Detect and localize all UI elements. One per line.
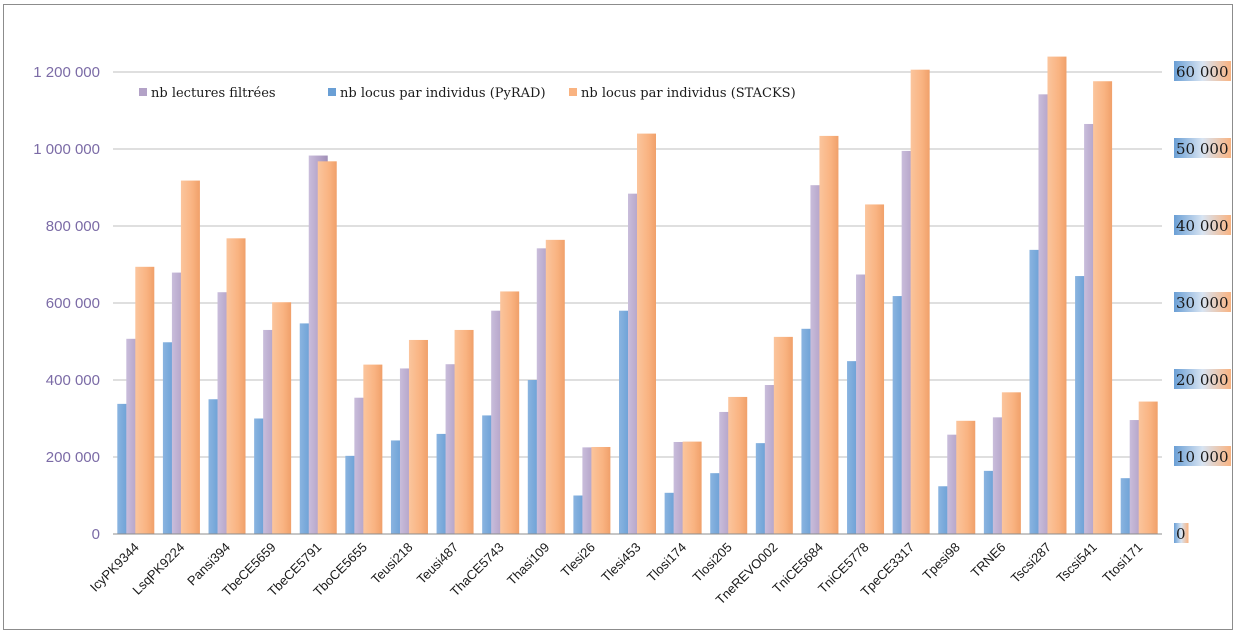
x-tick-label: Tscsi287 [1008,540,1054,586]
legend-swatch [569,88,577,96]
x-tick-label: Tlesi26 [558,540,598,580]
y-right-tick-label: 50 000 [1176,140,1229,158]
bar-stacks [1138,401,1158,534]
y-right-tick-label: 20 000 [1176,371,1229,389]
y-axis-left: 0 200 000 400 000 600 000 800 000 1 000 000 1 … [33,64,100,543]
y-axis-right: 0 10 000 20 000 30 000 40 000 50 000 60 000 [1174,61,1231,543]
y-right-tick-label: 0 [1176,525,1186,543]
y-right-tick-swatch [1174,292,1231,312]
y-right-tick-swatch [1174,523,1189,543]
x-tick-label: Tscsi541 [1053,540,1099,586]
bar-stacks [682,441,702,534]
bar-stacks [1047,56,1067,534]
bar-stacks [1001,392,1021,534]
y-right-tick-label: 10 000 [1176,448,1229,466]
y-right-tick-swatch [1174,138,1231,158]
bar-stacks [1093,81,1113,535]
x-tick-label: Thasi109 [504,540,552,588]
x-tick-label: Teusi218 [368,540,415,587]
x-tick-label: Ttosi171 [1099,540,1145,586]
bar-stacks [408,339,428,534]
bar-stacks [272,302,292,534]
bar-stacks [454,329,474,534]
y-left-tick-label: 0 [92,526,100,543]
x-axis: IcyPK9344LsqPK9224Pansi394TbeCE5659TbeCE… [87,533,1162,607]
bar-stacks [500,291,520,534]
bar-stacks [728,396,748,534]
y-right-tick-swatch [1174,446,1231,466]
chart-frame [3,4,1233,630]
bar-stacks [637,133,656,534]
bars [117,56,1158,535]
legend-label: nb locus par individus (STACKS) [581,86,796,101]
y-right-tick-swatch [1174,61,1231,81]
x-tick-label: Tlesi453 [598,540,643,585]
bar-stacks [773,336,793,534]
x-tick-label: Tpesi98 [920,540,963,583]
legend-swatch [139,88,147,96]
y-right-tick-swatch [1174,369,1231,389]
bar-stacks [865,204,885,534]
bar-stacks [910,69,930,534]
legend: nb lectures filtrées nb locus par individ… [139,86,796,101]
bar-stacks [135,266,155,534]
legend-label: nb lectures filtrées [151,86,276,101]
bar-stacks [545,239,565,535]
x-tick-label: TRNE6 [968,540,1009,581]
x-tick-label: Tlosi174 [644,540,689,585]
bar-stacks [226,238,246,534]
y-left-tick-label: 800 000 [46,218,100,235]
bar-stacks [956,420,976,534]
y-left-tick-label: 1 200 000 [33,64,100,81]
y-right-tick-swatch [1174,215,1231,235]
legend-swatch [328,88,336,96]
y-left-tick-label: 400 000 [46,372,100,389]
x-tick-label: Tlosi205 [689,540,734,585]
bar-stacks [591,446,611,534]
bar-stacks [363,364,383,534]
y-left-tick-label: 600 000 [46,295,100,312]
y-left-tick-label: 1 000 000 [33,141,100,158]
y-right-tick-label: 30 000 [1176,294,1229,312]
bar-stacks [180,180,200,534]
x-tick-label: Teusi487 [414,540,461,587]
legend-label: nb locus par individus (PyRAD) [340,86,546,101]
y-right-tick-label: 60 000 [1176,63,1229,81]
y-right-tick-label: 40 000 [1176,217,1229,235]
y-left-tick-label: 200 000 [46,449,100,466]
bar-stacks [317,161,337,534]
bar-stacks [819,135,839,534]
